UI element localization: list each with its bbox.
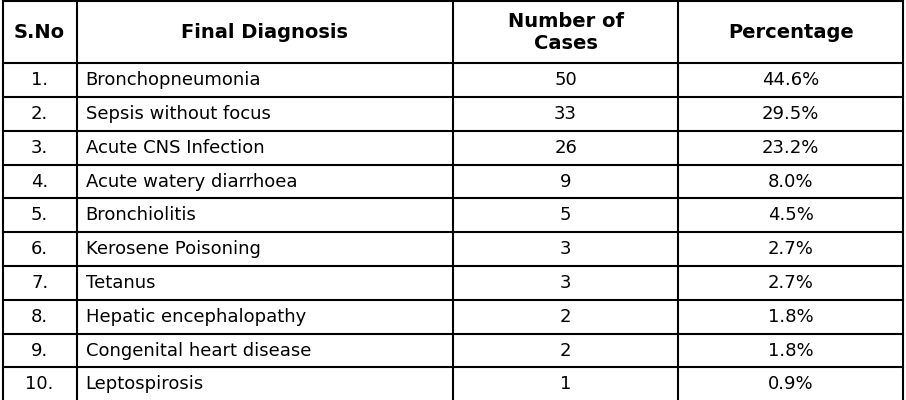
Text: 10.: 10. <box>25 375 53 393</box>
Text: 23.2%: 23.2% <box>762 139 819 157</box>
Text: 50: 50 <box>554 71 577 89</box>
Text: 2: 2 <box>560 342 572 360</box>
Text: 1.8%: 1.8% <box>768 308 814 326</box>
Text: Number of
Cases: Number of Cases <box>507 12 623 53</box>
Text: 1: 1 <box>560 375 572 393</box>
Text: 2.7%: 2.7% <box>767 240 814 258</box>
Text: 3: 3 <box>560 274 572 292</box>
Text: Congenital heart disease: Congenital heart disease <box>86 342 311 360</box>
Text: 3.: 3. <box>31 139 48 157</box>
Text: 5: 5 <box>560 206 572 224</box>
Text: S.No: S.No <box>14 23 65 42</box>
Text: 2: 2 <box>560 308 572 326</box>
Text: Leptospirosis: Leptospirosis <box>86 375 204 393</box>
Text: Percentage: Percentage <box>728 23 853 42</box>
Text: 4.5%: 4.5% <box>767 206 814 224</box>
Text: Acute CNS Infection: Acute CNS Infection <box>86 139 265 157</box>
Text: 7.: 7. <box>31 274 48 292</box>
Text: Bronchiolitis: Bronchiolitis <box>86 206 197 224</box>
Text: 4.: 4. <box>31 172 48 190</box>
Text: 8.0%: 8.0% <box>768 172 814 190</box>
Text: 26: 26 <box>554 139 577 157</box>
Text: 1.: 1. <box>31 71 48 89</box>
Text: 44.6%: 44.6% <box>762 71 819 89</box>
Text: Bronchopneumonia: Bronchopneumonia <box>86 71 261 89</box>
Text: 29.5%: 29.5% <box>762 105 819 123</box>
Text: Tetanus: Tetanus <box>86 274 155 292</box>
Text: Acute watery diarrhoea: Acute watery diarrhoea <box>86 172 297 190</box>
Text: 3: 3 <box>560 240 572 258</box>
Text: 8.: 8. <box>31 308 48 326</box>
Text: 33: 33 <box>554 105 577 123</box>
Text: Hepatic encephalopathy: Hepatic encephalopathy <box>86 308 306 326</box>
Text: 9.: 9. <box>31 342 48 360</box>
Text: 0.9%: 0.9% <box>768 375 814 393</box>
Text: Sepsis without focus: Sepsis without focus <box>86 105 271 123</box>
Text: Kerosene Poisoning: Kerosene Poisoning <box>86 240 261 258</box>
Text: Final Diagnosis: Final Diagnosis <box>181 23 348 42</box>
Text: 2.: 2. <box>31 105 48 123</box>
Text: 9: 9 <box>560 172 572 190</box>
Text: 5.: 5. <box>31 206 48 224</box>
Text: 1.8%: 1.8% <box>768 342 814 360</box>
Text: 6.: 6. <box>31 240 48 258</box>
Text: 2.7%: 2.7% <box>767 274 814 292</box>
